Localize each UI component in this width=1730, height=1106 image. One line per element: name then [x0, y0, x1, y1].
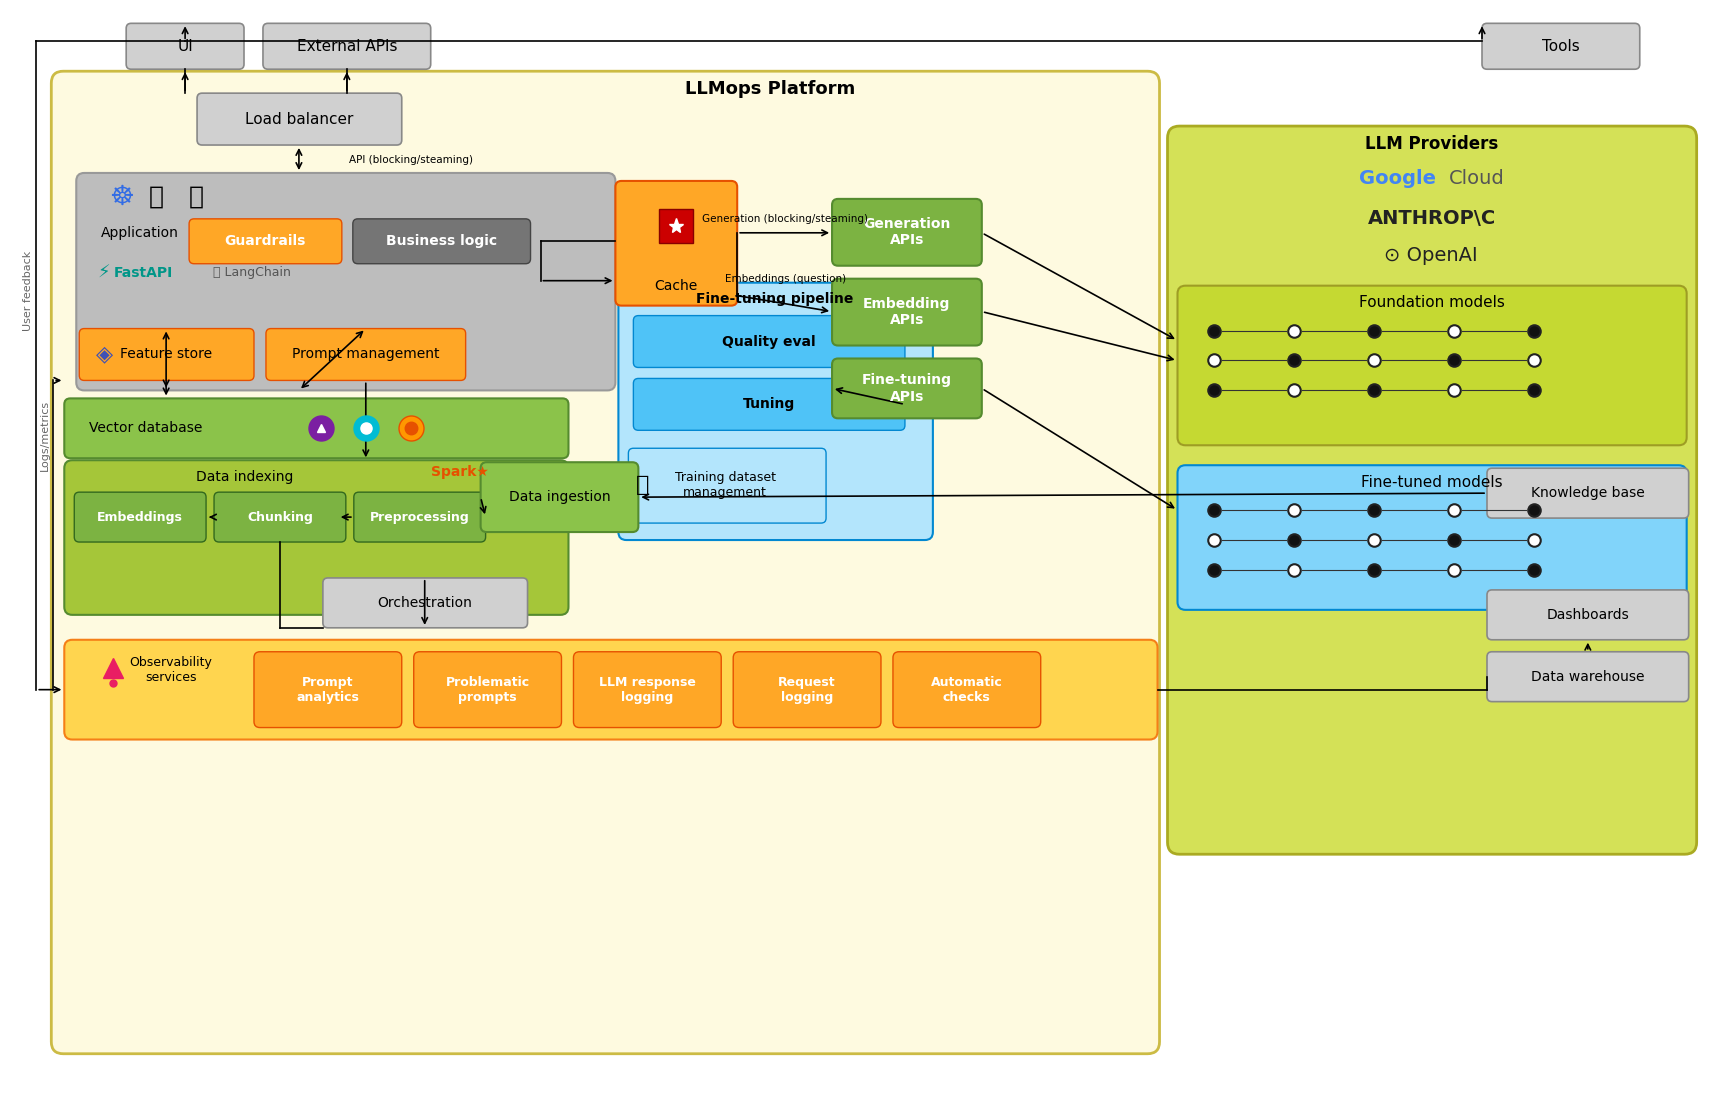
- FancyBboxPatch shape: [1488, 468, 1688, 518]
- Text: LLM response
logging: LLM response logging: [599, 676, 695, 703]
- Text: Guardrails: Guardrails: [225, 233, 306, 248]
- FancyBboxPatch shape: [197, 93, 401, 145]
- Text: Embeddings (question): Embeddings (question): [725, 273, 846, 284]
- FancyBboxPatch shape: [64, 460, 569, 615]
- FancyBboxPatch shape: [263, 23, 431, 70]
- Text: API (blocking/steaming): API (blocking/steaming): [349, 155, 472, 165]
- FancyBboxPatch shape: [64, 639, 1157, 740]
- FancyBboxPatch shape: [74, 492, 206, 542]
- Text: Load balancer: Load balancer: [244, 112, 353, 126]
- Text: FastAPI: FastAPI: [114, 265, 173, 280]
- Text: Knowledge base: Knowledge base: [1531, 487, 1645, 500]
- Text: Vector database: Vector database: [90, 421, 202, 436]
- FancyBboxPatch shape: [355, 492, 486, 542]
- Text: ⚡: ⚡: [97, 263, 111, 282]
- FancyBboxPatch shape: [254, 651, 401, 728]
- Text: Cache: Cache: [654, 279, 697, 293]
- Text: 🐍: 🐍: [149, 185, 164, 209]
- FancyBboxPatch shape: [832, 199, 983, 265]
- FancyBboxPatch shape: [126, 23, 244, 70]
- FancyBboxPatch shape: [633, 315, 905, 367]
- FancyBboxPatch shape: [1178, 466, 1687, 609]
- FancyBboxPatch shape: [76, 173, 616, 390]
- Text: Tuning: Tuning: [742, 397, 796, 411]
- FancyBboxPatch shape: [628, 448, 825, 523]
- FancyBboxPatch shape: [734, 651, 881, 728]
- Text: 🦌 LangChain: 🦌 LangChain: [213, 267, 291, 279]
- Text: Problematic
prompts: Problematic prompts: [446, 676, 529, 703]
- Text: 🐌: 🐌: [189, 185, 204, 209]
- Text: Automatic
checks: Automatic checks: [931, 676, 1003, 703]
- Text: Data indexing: Data indexing: [195, 470, 294, 484]
- Text: ◈: ◈: [97, 344, 114, 365]
- FancyBboxPatch shape: [1178, 285, 1687, 446]
- FancyBboxPatch shape: [618, 283, 932, 540]
- Text: Data warehouse: Data warehouse: [1531, 670, 1645, 684]
- FancyBboxPatch shape: [215, 492, 346, 542]
- Text: ANTHROP\C: ANTHROP\C: [1368, 209, 1496, 228]
- FancyBboxPatch shape: [616, 181, 737, 305]
- Text: Orchestration: Orchestration: [377, 596, 472, 609]
- Text: Embedding
APIs: Embedding APIs: [863, 296, 950, 326]
- FancyBboxPatch shape: [52, 71, 1159, 1054]
- Text: Observability
services: Observability services: [130, 656, 213, 684]
- Text: Dashboards: Dashboards: [1547, 608, 1630, 622]
- Text: User feedback: User feedback: [22, 251, 33, 331]
- Text: Cloud: Cloud: [1450, 169, 1505, 188]
- Text: Feature store: Feature store: [119, 347, 213, 362]
- Text: Prompt
analytics: Prompt analytics: [296, 676, 360, 703]
- FancyBboxPatch shape: [1488, 651, 1688, 701]
- Text: Generation
APIs: Generation APIs: [863, 217, 950, 247]
- FancyBboxPatch shape: [353, 219, 531, 263]
- FancyBboxPatch shape: [64, 398, 569, 458]
- FancyBboxPatch shape: [1168, 126, 1697, 854]
- Text: External APIs: External APIs: [296, 39, 398, 54]
- FancyBboxPatch shape: [1488, 589, 1688, 639]
- Text: LLM Providers: LLM Providers: [1365, 135, 1498, 153]
- Text: Fine-tuning pipeline: Fine-tuning pipeline: [697, 292, 855, 305]
- Text: Fine-tuning
APIs: Fine-tuning APIs: [862, 374, 952, 404]
- Text: Quality eval: Quality eval: [723, 334, 817, 348]
- FancyBboxPatch shape: [413, 651, 562, 728]
- Text: Application: Application: [102, 226, 180, 240]
- Text: 🔍: 🔍: [637, 476, 650, 495]
- FancyBboxPatch shape: [573, 651, 721, 728]
- Text: Foundation models: Foundation models: [1360, 295, 1505, 310]
- FancyBboxPatch shape: [832, 358, 983, 418]
- Text: UI: UI: [176, 39, 194, 54]
- FancyBboxPatch shape: [266, 328, 465, 380]
- Text: Logs/metrics: Logs/metrics: [40, 399, 50, 471]
- Text: Embeddings: Embeddings: [97, 511, 183, 523]
- Text: Preprocessing: Preprocessing: [370, 511, 469, 523]
- Text: Spark★: Spark★: [431, 466, 488, 479]
- Text: Data ingestion: Data ingestion: [509, 490, 611, 504]
- FancyBboxPatch shape: [324, 578, 528, 628]
- Text: Chunking: Chunking: [247, 511, 313, 523]
- FancyBboxPatch shape: [1483, 23, 1640, 70]
- FancyBboxPatch shape: [832, 279, 983, 345]
- FancyBboxPatch shape: [80, 328, 254, 380]
- Text: ☸: ☸: [109, 182, 135, 211]
- FancyBboxPatch shape: [893, 651, 1041, 728]
- Text: Generation (blocking/steaming): Generation (blocking/steaming): [702, 213, 868, 223]
- Text: Training dataset
management: Training dataset management: [675, 471, 775, 499]
- FancyBboxPatch shape: [189, 219, 343, 263]
- FancyBboxPatch shape: [633, 378, 905, 430]
- Text: Business logic: Business logic: [386, 233, 497, 248]
- Text: Fine-tuned models: Fine-tuned models: [1362, 474, 1503, 490]
- Text: Prompt management: Prompt management: [292, 347, 439, 362]
- Text: Request
logging: Request logging: [778, 676, 836, 703]
- Text: LLMops Platform: LLMops Platform: [685, 80, 855, 98]
- Text: Google: Google: [1360, 169, 1436, 188]
- Text: Tools: Tools: [1541, 39, 1579, 54]
- FancyBboxPatch shape: [481, 462, 638, 532]
- Text: ⊙ OpenAI: ⊙ OpenAI: [1384, 247, 1477, 265]
